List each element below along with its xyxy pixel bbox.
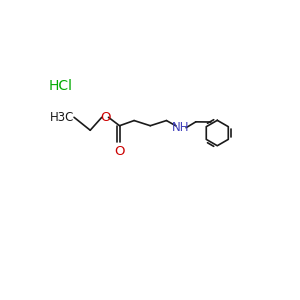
Text: H3C: H3C — [50, 111, 74, 124]
Text: HCl: HCl — [49, 79, 73, 93]
Text: O: O — [100, 111, 110, 124]
Text: O: O — [114, 145, 125, 158]
Text: NH: NH — [172, 121, 190, 134]
